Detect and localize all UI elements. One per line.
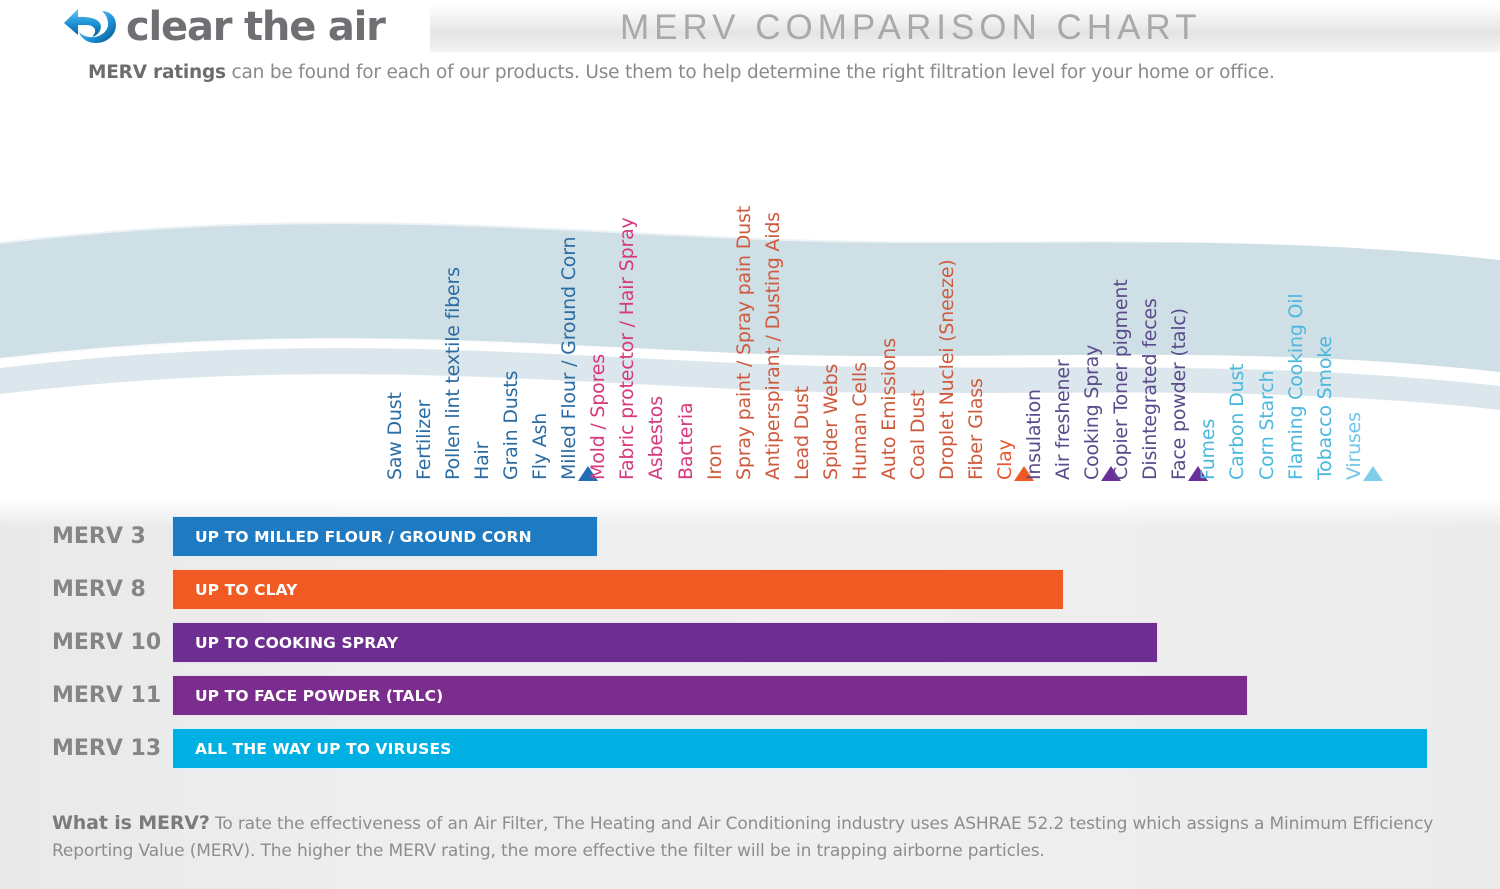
particle-label: Copier Toner pigment xyxy=(1110,279,1133,480)
merv-bar-text: UP TO COOKING SPRAY xyxy=(195,633,399,652)
brand-logo-text: clear the air xyxy=(126,4,386,50)
merv-cutoff-marker-triangle xyxy=(578,466,599,481)
particle-label: Fabric protector / Hair Spray xyxy=(616,217,639,480)
decorative-wave-band xyxy=(0,110,1500,500)
merv-bar-text: UP TO CLAY xyxy=(195,580,298,599)
particle-label: Auto Emissions xyxy=(877,338,900,480)
particle-label: Iron xyxy=(703,444,726,480)
merv-row: MERV 10 UP TO COOKING SPRAY xyxy=(0,616,1500,669)
footer-body: To rate the effectiveness of an Air Filt… xyxy=(52,814,1434,861)
merv-rating-label: MERV 13 xyxy=(52,736,162,761)
particle-label: Face powder (talc) xyxy=(1168,308,1191,480)
particle-label: Fly Ash xyxy=(529,412,552,480)
footer-heading: What is MERV? xyxy=(52,812,210,834)
particle-label: Asbestos xyxy=(645,396,668,480)
merv-bar-text: ALL THE WAY UP TO VIRUSES xyxy=(195,739,452,758)
particle-label: Pollen lint textile fibers xyxy=(442,267,465,480)
subtitle: MERV ratings can be found for each of ou… xyxy=(88,61,1428,85)
particle-label: Antiperspirant / Dusting Aids xyxy=(761,212,784,480)
merv-rating-label: MERV 11 xyxy=(52,683,162,708)
merv-rating-label: MERV 3 xyxy=(52,524,146,549)
particle-label: Spray paint / Spray pain Dust xyxy=(732,206,755,480)
merv-rating-label: MERV 10 xyxy=(52,630,162,655)
particle-label: Spider Webs xyxy=(819,363,842,480)
particle-label: Human Cells xyxy=(848,362,871,480)
merv-cutoff-marker-triangle xyxy=(1362,466,1383,481)
merv-bar[interactable]: UP TO CLAY xyxy=(172,569,1064,610)
merv-cutoff-marker-triangle xyxy=(1101,466,1122,481)
merv-cutoff-marker-triangle xyxy=(1188,466,1209,481)
particle-label: Disintegrated feces xyxy=(1139,298,1162,480)
swoosh-arrow-icon xyxy=(62,5,120,49)
particle-label: Lead Dust xyxy=(790,386,813,480)
merv-row: MERV 8 UP TO CLAY xyxy=(0,563,1500,616)
subtitle-rest: can be found for each of our products. U… xyxy=(225,62,1275,83)
particle-label: Tobacco Smoke xyxy=(1313,336,1336,480)
merv-cutoff-marker-triangle xyxy=(1014,466,1035,481)
particle-label: Cooking Spray xyxy=(1081,344,1104,480)
particle-label: Bacteria xyxy=(674,402,697,480)
footer-description: What is MERV? To rate the effectiveness … xyxy=(52,810,1452,865)
particle-label: Fertilizer xyxy=(413,399,436,480)
merv-bar-text: UP TO FACE POWDER (TALC) xyxy=(195,686,444,705)
particle-label-axis: Saw Dust Fertilizer Pollen lint textile fi… xyxy=(0,120,1500,481)
merv-row: MERV 3 UP TO MILLED FLOUR / GROUND CORN xyxy=(0,510,1500,563)
merv-bar-rows: MERV 3 UP TO MILLED FLOUR / GROUND CORN ME… xyxy=(0,510,1500,775)
particle-label: Fumes xyxy=(1197,418,1220,480)
particle-label: Corn Starch xyxy=(1255,370,1278,480)
merv-bar[interactable]: UP TO FACE POWDER (TALC) xyxy=(172,675,1248,716)
particle-label: Fiber Glass xyxy=(965,378,987,480)
page-header: clear the air MERV COMPARISON CHART xyxy=(0,0,1500,56)
merv-bar[interactable]: UP TO COOKING SPRAY xyxy=(172,622,1158,663)
particle-label: Saw Dust xyxy=(384,392,406,480)
page-title: MERV COMPARISON CHART xyxy=(620,8,1202,47)
merv-bar[interactable]: UP TO MILLED FLOUR / GROUND CORN xyxy=(172,516,598,557)
subtitle-bold: MERV ratings xyxy=(88,62,226,83)
particle-label: Flaming Cooking Oil xyxy=(1284,293,1307,480)
particle-label: Grain Dusts xyxy=(500,370,523,480)
merv-row: MERV 11 UP TO FACE POWDER (TALC) xyxy=(0,669,1500,722)
particle-label: Coal Dust xyxy=(906,389,929,480)
brand-logo[interactable]: clear the air xyxy=(62,2,432,52)
merv-row: MERV 13 ALL THE WAY UP TO VIRUSES xyxy=(0,722,1500,775)
particle-label: Air freshener xyxy=(1052,359,1075,480)
merv-bar-text: UP TO MILLED FLOUR / GROUND CORN xyxy=(195,527,532,546)
particle-label: Carbon Dust xyxy=(1226,363,1249,480)
merv-bar[interactable]: ALL THE WAY UP TO VIRUSES xyxy=(172,728,1428,769)
particle-label: Milled Flour / Ground Corn xyxy=(558,236,581,480)
particle-label: Insulation xyxy=(1023,389,1046,480)
particle-label: Droplet Nuclei (Sneeze) xyxy=(935,259,958,480)
title-band xyxy=(430,4,1500,52)
particle-label: Hair xyxy=(471,441,494,480)
merv-rating-label: MERV 8 xyxy=(52,577,146,602)
particle-label: Mold / Spores xyxy=(587,354,610,480)
